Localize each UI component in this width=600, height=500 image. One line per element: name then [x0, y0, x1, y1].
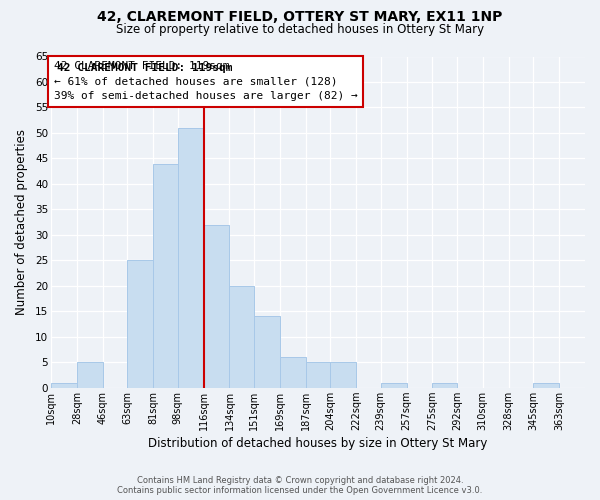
Bar: [77, 362, 103, 388]
Text: 42 CLAREMONT FIELD: 119sqm
← 61% of detached houses are smaller (128)
39% of sem: 42 CLAREMONT FIELD: 119sqm ← 61% of deta…: [53, 62, 358, 101]
Text: 42, CLAREMONT FIELD, OTTERY ST MARY, EX11 1NP: 42, CLAREMONT FIELD, OTTERY ST MARY, EX1…: [97, 10, 503, 24]
Bar: [51, 382, 77, 388]
Bar: [380, 382, 407, 388]
X-axis label: Distribution of detached houses by size in Ottery St Mary: Distribution of detached houses by size …: [148, 437, 488, 450]
Bar: [203, 224, 229, 388]
Text: 42 CLAREMONT FIELD: 119sqm: 42 CLAREMONT FIELD: 119sqm: [58, 63, 233, 73]
Y-axis label: Number of detached properties: Number of detached properties: [15, 129, 28, 315]
Bar: [306, 362, 330, 388]
Bar: [533, 382, 559, 388]
Bar: [127, 260, 153, 388]
Bar: [178, 128, 203, 388]
Text: Size of property relative to detached houses in Ottery St Mary: Size of property relative to detached ho…: [116, 22, 484, 36]
Bar: [330, 362, 356, 388]
Bar: [254, 316, 280, 388]
Bar: [229, 286, 254, 388]
Bar: [153, 164, 178, 388]
Bar: [280, 357, 306, 388]
Bar: [433, 382, 457, 388]
Text: Contains HM Land Registry data © Crown copyright and database right 2024.
Contai: Contains HM Land Registry data © Crown c…: [118, 476, 482, 495]
